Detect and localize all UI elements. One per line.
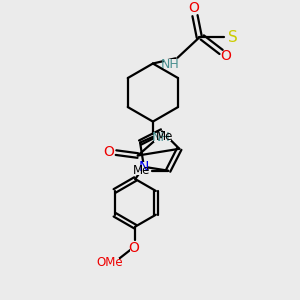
Bar (164, 59, 177, 69)
Text: Me: Me (133, 164, 150, 177)
Text: Me: Me (155, 130, 173, 143)
Bar (134, 166, 148, 175)
Bar (130, 244, 138, 253)
Bar (100, 258, 119, 267)
Text: NH: NH (161, 58, 180, 70)
Bar (140, 162, 148, 172)
Bar (104, 147, 112, 157)
Text: O: O (128, 242, 139, 255)
Bar (229, 33, 237, 42)
Bar (154, 133, 168, 142)
Bar (221, 52, 230, 61)
Text: O: O (103, 145, 114, 159)
Text: S: S (228, 30, 238, 45)
Text: OMe: OMe (96, 256, 123, 269)
Bar (190, 4, 198, 13)
Text: N: N (139, 160, 149, 174)
Bar (158, 132, 171, 141)
Text: O: O (189, 2, 200, 15)
Text: NH: NH (152, 131, 170, 144)
Text: O: O (220, 49, 231, 63)
